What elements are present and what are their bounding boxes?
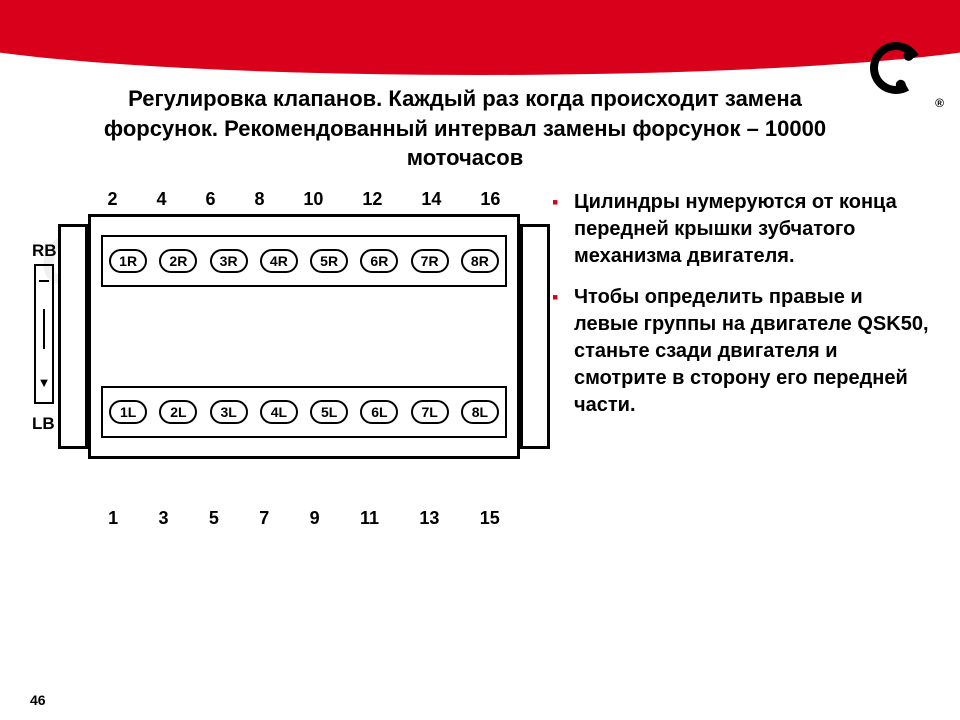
cyl-num: 3: [159, 508, 169, 529]
cylinder: 4R: [260, 249, 298, 273]
cylinder: 7R: [411, 249, 449, 273]
cyl-num: 9: [310, 508, 320, 529]
flow-indicator: ▼: [34, 264, 54, 404]
page-number: 46: [30, 692, 46, 708]
cyl-num: 13: [419, 508, 439, 529]
cylinder: 3R: [210, 249, 248, 273]
top-number-row: 2 4 6 8 10 12 14 16: [88, 189, 520, 210]
cyl-num: 4: [156, 189, 166, 210]
cylinder: 5R: [310, 249, 348, 273]
cylinder: 5L: [310, 400, 348, 424]
cyl-num: 14: [421, 189, 441, 210]
brand-logo: ®: [870, 42, 930, 102]
engine-block: 1R 2R 3R 4R 5R 6R 7R 8R 1L 2L 3L 4L 5L 6…: [88, 214, 520, 459]
cylinder: 6L: [360, 400, 398, 424]
label-lb: LB: [32, 414, 55, 434]
cylinder: 2L: [159, 400, 197, 424]
left-endcap: [58, 224, 88, 449]
cyl-num: 8: [254, 189, 264, 210]
left-bank: 1L 2L 3L 4L 5L 6L 7L 8L: [101, 386, 507, 438]
cyl-num: 11: [360, 508, 379, 529]
cyl-num: 2: [107, 189, 117, 210]
cylinder: 4L: [260, 400, 298, 424]
cyl-num: 10: [303, 189, 323, 210]
cylinder: 2R: [159, 249, 197, 273]
label-rb: RB: [32, 241, 57, 261]
cylinder: 3L: [210, 400, 248, 424]
cyl-num: 6: [205, 189, 215, 210]
cyl-num: 5: [209, 508, 219, 529]
cylinder: 7L: [411, 400, 449, 424]
cylinder: 1R: [109, 249, 147, 273]
trademark-symbol: ®: [935, 96, 944, 110]
arrow-down-icon: ▼: [38, 376, 51, 389]
bullet-list: Цилиндры нумеруются от конца передней кр…: [552, 189, 930, 529]
right-bank: 1R 2R 3R 4R 5R 6R 7R 8R: [101, 235, 507, 287]
bullet-item: Чтобы определить правые и левые группы н…: [552, 284, 930, 419]
header-banner: [0, 0, 960, 50]
bullet-item: Цилиндры нумеруются от конца передней кр…: [552, 189, 930, 270]
cyl-num: 1: [108, 508, 118, 529]
slide-title: Регулировка клапанов. Каждый раз когда п…: [30, 78, 930, 185]
cyl-num: 7: [259, 508, 269, 529]
right-endcap: [520, 224, 550, 449]
cyl-num: 16: [480, 189, 500, 210]
cylinder-diagram: 2 4 6 8 10 12 14 16 RB ▼ LB 1R 2: [30, 189, 530, 529]
cylinder: 8R: [461, 249, 499, 273]
cylinder: 6R: [360, 249, 398, 273]
cylinder: 8L: [461, 400, 499, 424]
cylinder: 1L: [109, 400, 147, 424]
bottom-number-row: 1 3 5 7 9 11 13 15: [88, 508, 520, 529]
slide-content: Регулировка клапанов. Каждый раз когда п…: [30, 78, 930, 690]
cyl-num: 12: [362, 189, 382, 210]
cyl-num: 15: [480, 508, 500, 529]
